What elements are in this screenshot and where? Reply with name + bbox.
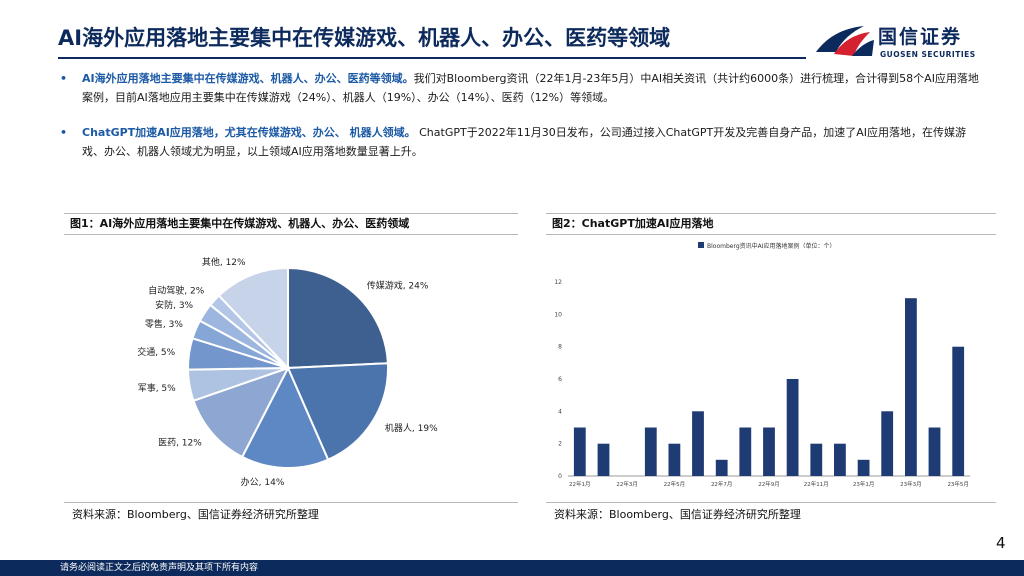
figure-2-source: 资料来源：Bloomberg、国信证券经济研究所整理 <box>546 502 996 528</box>
legend-swatch <box>698 242 704 248</box>
y-tick-label: 8 <box>558 344 562 351</box>
page-title: AI海外应用落地主要集中在传媒游戏、机器人、办公、医药等领域 <box>58 26 671 50</box>
y-tick-label: 10 <box>554 311 562 318</box>
bar <box>668 443 681 476</box>
pie-label: 其他, 12% <box>202 256 246 268</box>
bar <box>834 443 846 476</box>
bar <box>763 427 775 476</box>
pie-label: 自动驾驶, 2% <box>148 285 204 297</box>
x-tick-label: 23年5月 <box>947 480 969 488</box>
x-tick-label: 23年1月 <box>853 480 875 488</box>
bullet-dot-icon: • <box>60 72 68 85</box>
legend-label: Bloomberg资讯中AI应用落地案例（单位：个） <box>707 242 836 250</box>
bar <box>952 346 965 476</box>
bullet-1-lead: AI海外应用落地主要集中在传媒游戏、机器人、办公、医药等领域。 <box>82 72 414 85</box>
pie-label: 交通, 5% <box>137 346 175 358</box>
bar <box>881 411 894 476</box>
pie-label: 传媒游戏, 24% <box>367 280 429 292</box>
y-tick-label: 2 <box>558 441 562 448</box>
pie-slice <box>192 366 291 459</box>
y-tick-label: 6 <box>558 376 562 383</box>
footer-bar <box>0 560 1024 576</box>
bar <box>857 459 870 476</box>
bar <box>573 427 586 476</box>
bullet-1-text: 我们对Bloomberg资讯（22年1月-23年5月）中AI相关资讯（共计约60… <box>82 72 979 104</box>
bar <box>644 427 657 476</box>
pie-slice <box>287 266 389 370</box>
x-tick-label: 22年1月 <box>569 480 591 488</box>
x-tick-label: 22年11月 <box>804 480 829 488</box>
bar <box>739 427 752 476</box>
x-tick-label: 22年5月 <box>664 480 686 488</box>
y-tick-label: 12 <box>554 279 562 286</box>
bullet-1: • AI海外应用落地主要集中在传媒游戏、机器人、办公、医药等领域。我们对Bloo… <box>60 69 980 107</box>
logo-en-text: GUOSEN SECURITIES <box>880 50 976 59</box>
pie-label: 办公, 14% <box>241 476 285 488</box>
bar <box>928 427 941 476</box>
x-tick-label: 23年3月 <box>900 480 922 488</box>
bar <box>905 298 917 476</box>
pie-label: 机器人, 19% <box>385 422 438 434</box>
pie-label: 军事, 5% <box>138 382 176 394</box>
y-tick-label: 4 <box>558 408 562 415</box>
bullet-dot-icon: • <box>60 126 68 139</box>
pie-slice <box>286 362 389 461</box>
bar <box>692 411 704 476</box>
bullet-2-lead: ChatGPT加速AI应用落地，尤其在传媒游戏、办公、 机器人领域。 <box>82 126 416 139</box>
pie-slice <box>217 266 289 371</box>
bar <box>786 379 799 476</box>
pie-chart: 传媒游戏, 24% 机器人, 19% 办公, 14% 医药, 12% 军事, 5% 交通,… <box>137 256 438 488</box>
bar <box>597 443 610 476</box>
logo-cn-text: 国信证券 <box>878 26 963 48</box>
pie-slice <box>240 365 330 469</box>
guosen-logo-icon <box>816 26 874 56</box>
bullet-2-text: ChatGPT于2022年11月30日发布，公司通过接入ChatGPT开发及完善… <box>82 126 967 158</box>
bar <box>715 459 728 476</box>
title-divider <box>58 57 806 59</box>
pie-label: 安防, 3% <box>155 299 193 311</box>
y-tick-label: 0 <box>558 473 562 480</box>
figure-1-title: 图1：AI海外应用落地主要集中在传媒游戏、机器人、办公、医药领域 <box>64 213 518 235</box>
bar <box>810 443 823 476</box>
page-number: 4 <box>996 534 1006 552</box>
footer-disclaimer: 请务必阅读正文之后的免责声明及其项下所有内容 <box>60 563 259 573</box>
bar-chart: Bloomberg资讯中AI应用落地案例（单位：个） 0 2 4 6 8 10 12 22年1月… <box>554 242 970 488</box>
pie-label: 医药, 12% <box>158 438 202 449</box>
figure-1-source: 资料来源：Bloomberg、国信证券经济研究所整理 <box>64 502 518 528</box>
figure-2-title: 图2：ChatGPT加速AI应用落地 <box>546 213 996 235</box>
pie-label: 零售, 3% <box>145 318 183 330</box>
x-tick-label: 22年9月 <box>758 480 780 488</box>
x-tick-label: 22年7月 <box>711 480 733 488</box>
bullet-2: • ChatGPT加速AI应用落地，尤其在传媒游戏、办公、 机器人领域。 Cha… <box>60 123 980 161</box>
x-tick-label: 22年3月 <box>616 480 638 488</box>
